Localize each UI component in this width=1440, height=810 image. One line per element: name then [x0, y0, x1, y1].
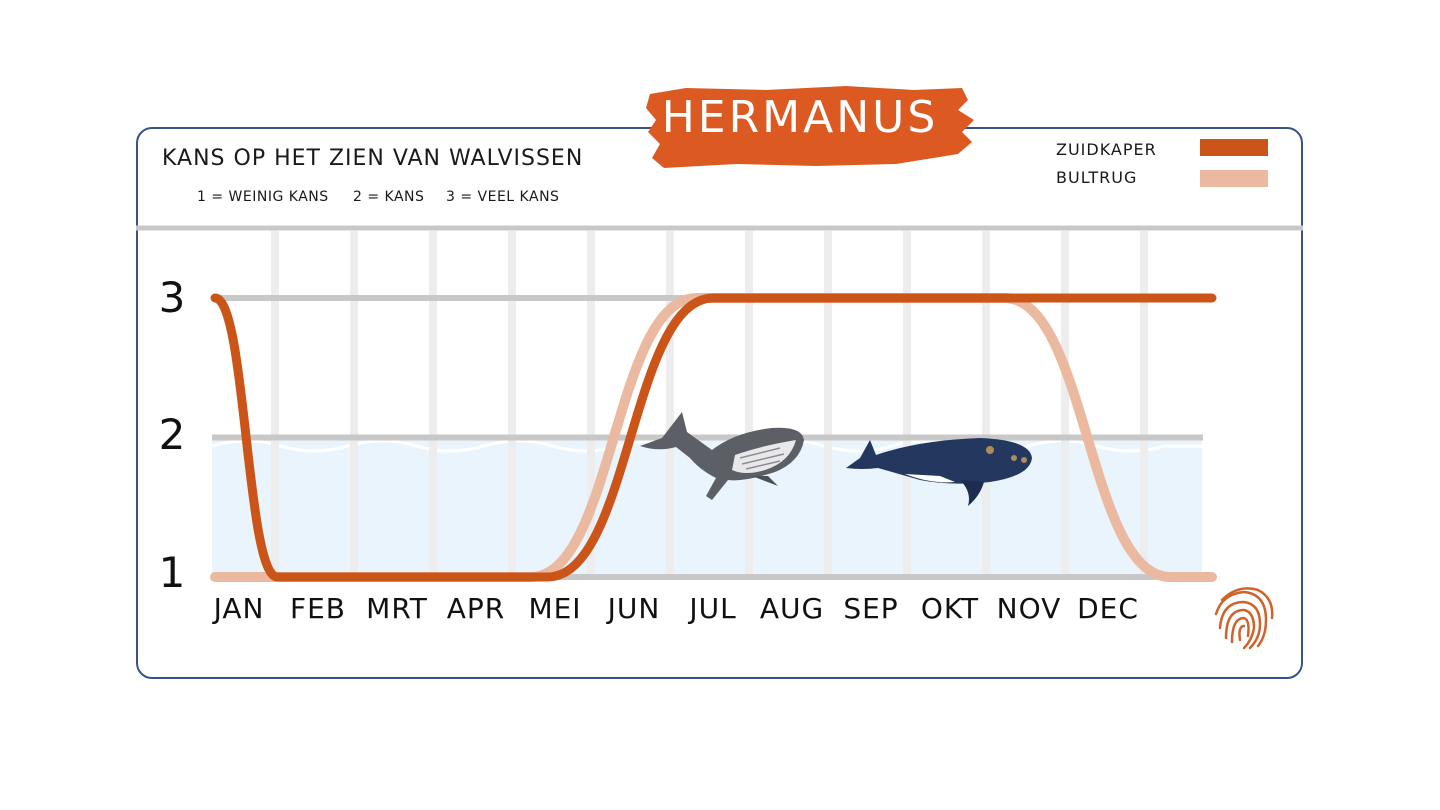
legend-swatch-bultrug — [1200, 170, 1268, 187]
legend-label-bultrug: BULTRUG — [1056, 168, 1138, 187]
y-tick-3: 3 — [158, 273, 186, 322]
legend-label-zuidkaper: ZUIDKAPER — [1056, 140, 1157, 159]
southern-right-whale-icon — [846, 438, 1032, 506]
y-tick-2: 2 — [158, 410, 186, 459]
series-layer — [210, 292, 1217, 582]
banner-title: HERMANUS — [661, 92, 939, 143]
x-tick-jul: JUL — [689, 592, 737, 625]
humpback-whale-icon — [640, 412, 804, 500]
x-tick-feb: FEB — [289, 592, 346, 625]
subtitle-1: 1 = WEINIG KANS — [197, 189, 329, 205]
x-tick-sep: SEP — [843, 592, 899, 625]
x-tick-okt: OKT — [920, 592, 980, 625]
chart-card — [136, 127, 1303, 679]
y-tick-1: 1 — [158, 548, 186, 597]
series-line-zuidkaper — [210, 293, 1217, 582]
legend-swatch-zuidkaper — [1200, 139, 1268, 156]
vertical-gridlines — [271, 231, 1148, 577]
chart-title: KANS OP HET ZIEN VAN WALVISSEN — [162, 146, 584, 171]
subtitle-3: 3 = VEEL KANS — [446, 189, 560, 205]
x-tick-apr: APR — [446, 592, 506, 625]
x-tick-jun: JUN — [607, 592, 661, 625]
x-tick-dec: DEC — [1077, 592, 1139, 625]
x-tick-mei: MEI — [528, 592, 582, 625]
x-tick-nov: NOV — [996, 592, 1062, 625]
x-tick-jan: JAN — [213, 592, 265, 625]
x-tick-mrt: MRT — [366, 592, 428, 625]
fingerprint-icon — [1214, 587, 1274, 650]
x-tick-aug: AUG — [759, 592, 825, 625]
banner-brush — [646, 86, 974, 168]
subtitle-2: 2 = KANS — [353, 189, 425, 205]
